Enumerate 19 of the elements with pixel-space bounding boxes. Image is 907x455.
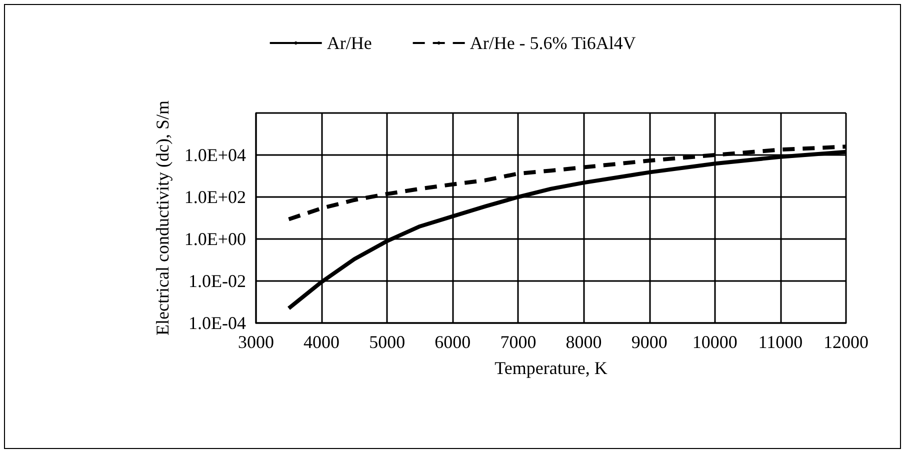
y-tick-label: 1.0E+00 <box>184 229 246 249</box>
legend-label: Ar/He <box>326 33 372 53</box>
x-tick-label: 4000 <box>304 332 340 352</box>
x-tick-label: 7000 <box>500 332 536 352</box>
x-tick-label: 6000 <box>434 332 471 352</box>
y-tick-label: 1.0E-02 <box>188 271 246 291</box>
x-tick-label: 8000 <box>566 332 602 352</box>
y-tick-label: 1.0E+02 <box>184 187 246 207</box>
y-tick-label: 1.0E-04 <box>188 313 246 333</box>
x-tick-label: 10000 <box>692 332 738 352</box>
x-tick-label: 3000 <box>238 332 274 352</box>
legend-label: Ar/He - 5.6% Ti6Al4V <box>470 33 636 53</box>
x-tick-label: 9000 <box>631 332 668 352</box>
y-tick-label: 1.0E+04 <box>184 145 246 165</box>
y-axis-title: Electrical conductivity (dc), S/m <box>152 100 172 336</box>
x-tick-label: 5000 <box>369 332 406 352</box>
x-tick-label: 11000 <box>758 332 803 352</box>
x-axis-title: Temperature, K <box>494 358 608 378</box>
x-tick-label: 12000 <box>824 332 868 352</box>
